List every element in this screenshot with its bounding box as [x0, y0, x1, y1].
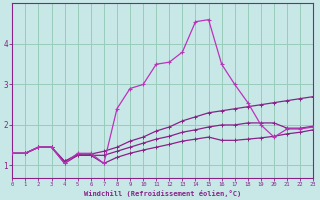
X-axis label: Windchill (Refroidissement éolien,°C): Windchill (Refroidissement éolien,°C) — [84, 190, 241, 197]
